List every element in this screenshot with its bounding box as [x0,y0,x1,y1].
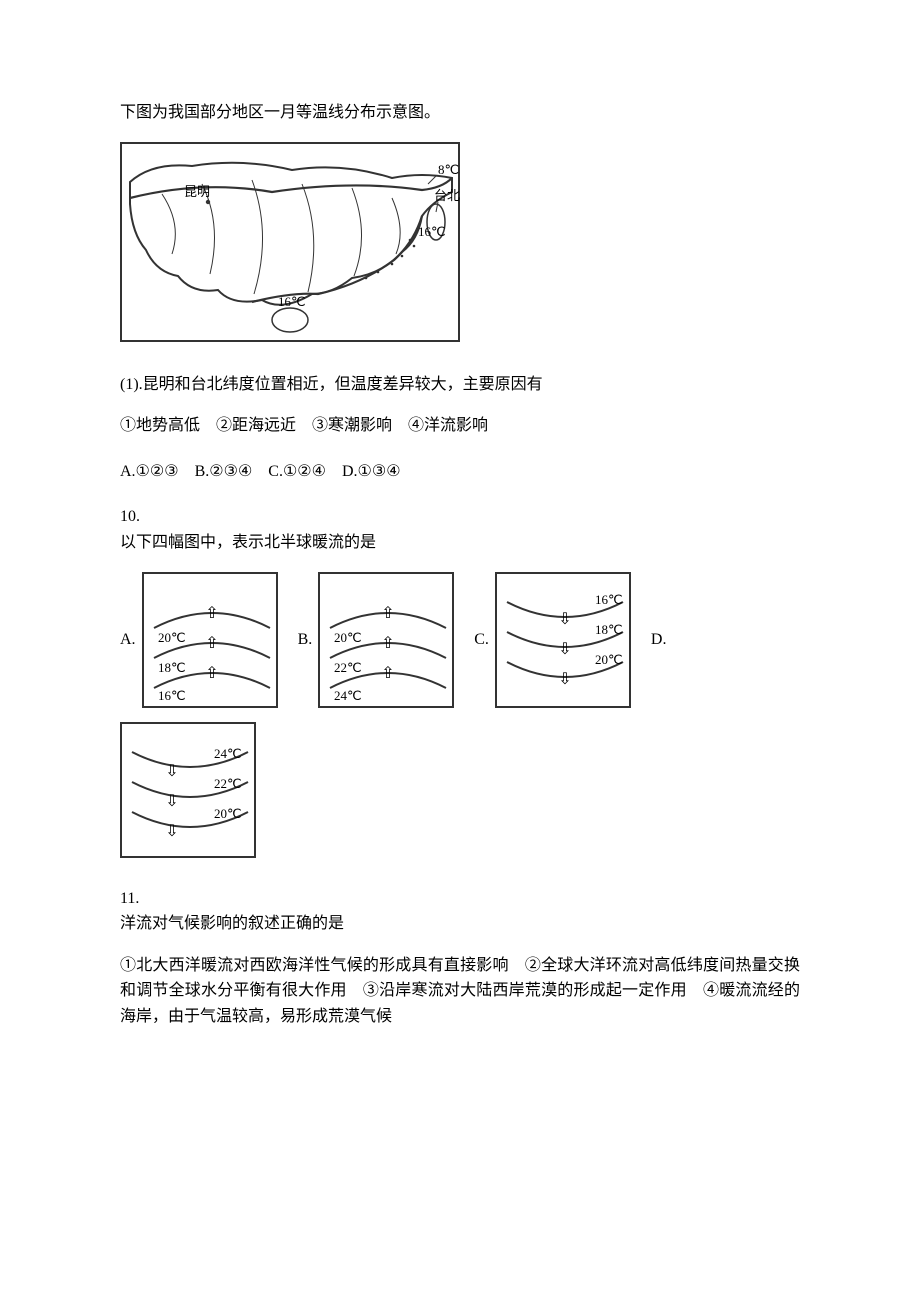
temp-label: 24℃ [334,688,362,703]
arrow-icon: ⇧ [205,665,218,682]
map-outline [130,162,452,304]
q1-stem: (1).昆明和台北纬度位置相近，但温度差异较大，主要原因有 [120,372,800,398]
temp-label: 22℃ [214,776,242,791]
temp-label: 16℃ [158,688,186,703]
temp-label: 20℃ [214,806,242,821]
q11-number: 11. [120,886,800,912]
q10-diagram-d: ⇩ ⇩ ⇩ 24℃ 22℃ 20℃ [120,722,256,858]
q10-diagram-row-1: A. ⇧ ⇧ ⇧ 20℃ 18℃ 16℃ B. ⇧ ⇧ ⇧ 20℃ 22℃ 24… [120,572,800,708]
temp-label: 20℃ [595,652,623,667]
arrow-icon: ⇧ [382,665,395,682]
q11-detail: ①北大西洋暖流对西欧海洋性气候的形成具有直接影响 ②全球大洋环流对高低纬度间热量… [120,953,800,1030]
intro-text: 下图为我国部分地区一月等温线分布示意图。 [120,100,800,126]
label-kunming: 昆明 [184,184,210,199]
temp-label: 24℃ [214,746,242,761]
temp-label: 18℃ [595,622,623,637]
q10-diagram-a: ⇧ ⇧ ⇧ 20℃ 18℃ 16℃ [142,572,278,708]
temp-label: 18℃ [158,660,186,675]
q10-diagram-row-2: ⇩ ⇩ ⇩ 24℃ 22℃ 20℃ [120,722,800,858]
q10-stem: 以下四幅图中，表示北半球暖流的是 [120,530,800,556]
q1-factors: ①地势高低 ②距海远近 ③寒潮影响 ④洋流影响 [120,413,800,439]
arrow-icon: ⇩ [558,641,571,658]
q10-label-c: C. [474,627,489,653]
label-8c: 8℃ [438,162,459,177]
arrow-icon: ⇧ [205,605,218,622]
label-16c-a: 16℃ [418,224,446,239]
q11-stem: 洋流对气候影响的叙述正确的是 [120,911,800,937]
q10-label-a: A. [120,627,136,653]
arrow-icon: ⇩ [558,611,571,628]
q1-choices: A.①②③ B.②③④ C.①②④ D.①③④ [120,459,800,485]
temp-label: 16℃ [595,592,623,607]
temp-label: 20℃ [334,630,362,645]
arrow-icon: ⇩ [558,671,571,688]
q10-diagram-b: ⇧ ⇧ ⇧ 20℃ 22℃ 24℃ [318,572,454,708]
label-taipei: 台北 [434,188,460,203]
arrow-icon: ⇧ [382,605,395,622]
q10-label-d: D. [651,627,667,653]
q10-number: 10. [120,504,800,530]
arrow-icon: ⇩ [165,793,178,810]
kunming-dot [206,199,210,203]
q10-label-b: B. [298,627,313,653]
arrow-icon: ⇩ [165,763,178,780]
arrow-icon: ⇧ [382,635,395,652]
temp-label: 22℃ [334,660,362,675]
arrow-icon: ⇧ [205,635,218,652]
island-hainan [272,308,308,332]
isotherm-16c [252,216,422,302]
china-isotherm-map: 昆明 台北 8℃ 16℃ 16℃ [120,142,460,342]
q10-diagram-c: ⇩ ⇩ ⇩ 16℃ 18℃ 20℃ [495,572,631,708]
label-16c-b: 16℃ [278,294,306,309]
arrow-icon: ⇩ [165,823,178,840]
isotherm-8c [130,178,452,198]
temp-label: 20℃ [158,630,186,645]
